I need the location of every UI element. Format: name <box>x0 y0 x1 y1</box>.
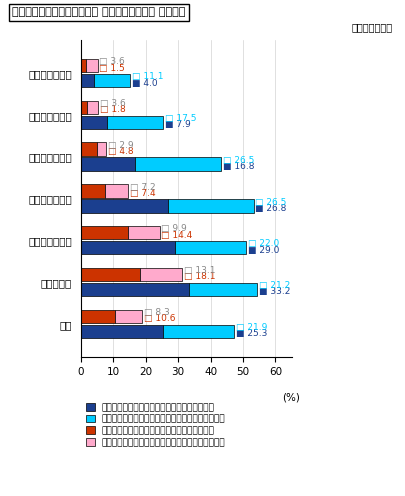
Bar <box>140 268 182 281</box>
Bar <box>81 142 96 156</box>
Text: メタボリックシンドローム（ 内臓脂肪症候群） の状況】: メタボリックシンドローム（ 内臓脂肪症候群） の状況】 <box>12 7 185 17</box>
Bar <box>81 74 94 87</box>
Bar <box>81 226 128 240</box>
Text: ■ 26.8: ■ 26.8 <box>255 204 287 213</box>
Bar <box>81 199 168 213</box>
Bar <box>81 101 87 114</box>
Bar <box>96 142 106 156</box>
Legend: メタボリックシンドロームが強く疲われる男性, メタボリックシンドローム予備群と考えられる男性, メタボリックシンドロームが強く疲われる女性, メタボリックシンド: メタボリックシンドロームが強く疲われる男性, メタボリックシンドローム予備群と考… <box>85 403 226 447</box>
Text: □ 13.1: □ 13.1 <box>184 266 215 275</box>
Text: ■ 25.3: ■ 25.3 <box>236 329 267 338</box>
Text: □ 8.3: □ 8.3 <box>144 308 170 317</box>
Text: □ 22.0: □ 22.0 <box>248 240 279 248</box>
Bar <box>115 310 142 323</box>
Text: □ 17.5: □ 17.5 <box>165 114 196 123</box>
Text: □ 1.5: □ 1.5 <box>99 63 125 72</box>
Text: □ 10.6: □ 10.6 <box>144 314 175 323</box>
Text: □ 26.5: □ 26.5 <box>223 156 254 165</box>
Text: □ 26.5: □ 26.5 <box>255 198 287 207</box>
Text: □ 21.2: □ 21.2 <box>259 281 290 290</box>
Text: □ 9.9: □ 9.9 <box>161 224 187 234</box>
Bar <box>81 283 189 296</box>
Text: ■ 4.0: ■ 4.0 <box>132 79 157 88</box>
Bar <box>81 310 115 323</box>
Text: □ 2.9: □ 2.9 <box>108 141 133 150</box>
Text: ■ 29.0: ■ 29.0 <box>248 246 279 254</box>
Text: ■ 7.9: ■ 7.9 <box>165 121 191 129</box>
Text: □ 4.8: □ 4.8 <box>108 147 133 156</box>
Text: □ 11.1: □ 11.1 <box>132 72 163 81</box>
Bar <box>189 283 257 296</box>
Bar <box>163 324 234 338</box>
Bar <box>81 184 105 197</box>
Text: □ 3.6: □ 3.6 <box>99 58 125 66</box>
Text: ■ 16.8: ■ 16.8 <box>223 162 254 171</box>
Text: □ 1.8: □ 1.8 <box>100 105 126 115</box>
Text: ■ 33.2: ■ 33.2 <box>259 288 290 297</box>
Text: （平成２０年）: （平成２０年） <box>352 22 393 32</box>
Bar <box>81 241 175 254</box>
Bar <box>81 116 107 129</box>
Text: □ 18.1: □ 18.1 <box>184 272 215 281</box>
Text: □ 7.2: □ 7.2 <box>130 183 156 191</box>
Bar <box>86 59 98 72</box>
Text: □ 7.4: □ 7.4 <box>130 189 156 198</box>
Text: □ 3.6: □ 3.6 <box>100 99 126 108</box>
Bar <box>94 74 130 87</box>
Text: □ 21.9: □ 21.9 <box>236 323 267 332</box>
Bar <box>81 268 140 281</box>
Bar <box>128 226 160 240</box>
Bar <box>105 184 128 197</box>
Bar <box>81 59 86 72</box>
Bar <box>81 324 163 338</box>
Bar <box>175 241 246 254</box>
Text: □ 14.4: □ 14.4 <box>161 231 193 240</box>
Bar <box>81 157 135 171</box>
Bar <box>135 157 221 171</box>
Bar <box>168 199 254 213</box>
Bar <box>87 101 98 114</box>
Bar <box>107 116 163 129</box>
Text: (%): (%) <box>282 393 300 403</box>
